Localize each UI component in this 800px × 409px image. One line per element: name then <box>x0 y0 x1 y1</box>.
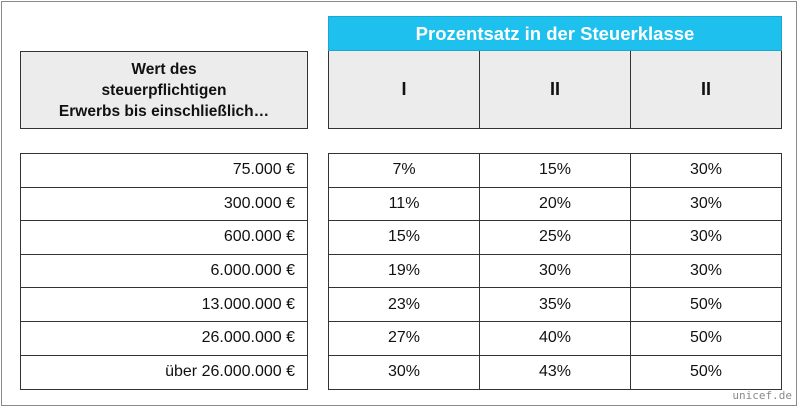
value-header-line-3: Erwerbs bis einschließlich… <box>58 102 270 120</box>
watermark: unicef.de <box>732 389 792 402</box>
value-header-line-1: Wert des <box>131 60 197 78</box>
rate-cell: 50% <box>689 295 723 313</box>
value-cell: 300.000 € <box>21 188 307 222</box>
rate-cell: 23% <box>329 288 480 321</box>
table-row: 27% 40% 50% <box>329 321 781 356</box>
rate-cell: 30% <box>689 228 723 246</box>
tax-class-3-header: II <box>631 51 781 128</box>
rate-cell: 43% <box>480 355 631 390</box>
table-row: 15% 25% 30% <box>329 221 781 255</box>
tax-class-1-header: I <box>329 51 480 128</box>
table-row: 19% 30% 30% <box>329 254 781 289</box>
rate-cell: 20% <box>480 187 631 221</box>
rate-cell: 40% <box>480 321 631 355</box>
rate-cell: 50% <box>689 329 723 347</box>
rate-cell: 30% <box>689 161 723 179</box>
value-cell: 13.000.000 € <box>21 288 307 322</box>
rate-cell: 25% <box>480 221 631 254</box>
tax-class-title: Prozentsatz in der Steuerklasse <box>328 16 782 51</box>
value-cell: 6.000.000 € <box>21 255 307 289</box>
rate-cell: 30% <box>329 355 480 390</box>
value-column-header: Wert des steuerpflichtigen Erwerbs bis e… <box>20 51 308 129</box>
table-row: 7% 15% 30% <box>329 154 781 188</box>
table-row: 23% 35% 50% <box>329 288 781 322</box>
table-row: 30% 43% 50% <box>329 355 781 390</box>
value-cell: über 26.000.000 € <box>165 363 295 381</box>
value-cell: 600.000 € <box>21 221 307 255</box>
rate-cell: 7% <box>329 154 480 187</box>
rate-cell: 35% <box>480 288 631 321</box>
rate-cell: 30% <box>689 194 723 212</box>
rate-cell: 30% <box>689 262 723 280</box>
value-cell: 26.000.000 € <box>21 322 307 356</box>
rate-table: 7% 15% 30% 11% 20% 30% 15% 25% 30% 19% 3… <box>328 153 782 391</box>
rate-cell: 19% <box>329 254 480 288</box>
rate-cell: 11% <box>329 187 480 221</box>
table-row: 11% 20% 30% <box>329 187 781 222</box>
rate-cell: 50% <box>689 363 723 381</box>
value-column: 75.000 € 300.000 € 600.000 € 6.000.000 €… <box>20 153 308 391</box>
value-header-line-2: steuerpflichtigen <box>101 81 227 99</box>
rate-cell: 30% <box>480 254 631 288</box>
tax-class-header-row: I II II <box>328 51 782 129</box>
tax-class-2-header: II <box>480 51 631 128</box>
rate-cell: 15% <box>480 154 631 187</box>
value-cell: 75.000 € <box>21 154 307 188</box>
rate-cell: 27% <box>329 321 480 355</box>
rate-cell: 15% <box>329 221 480 254</box>
